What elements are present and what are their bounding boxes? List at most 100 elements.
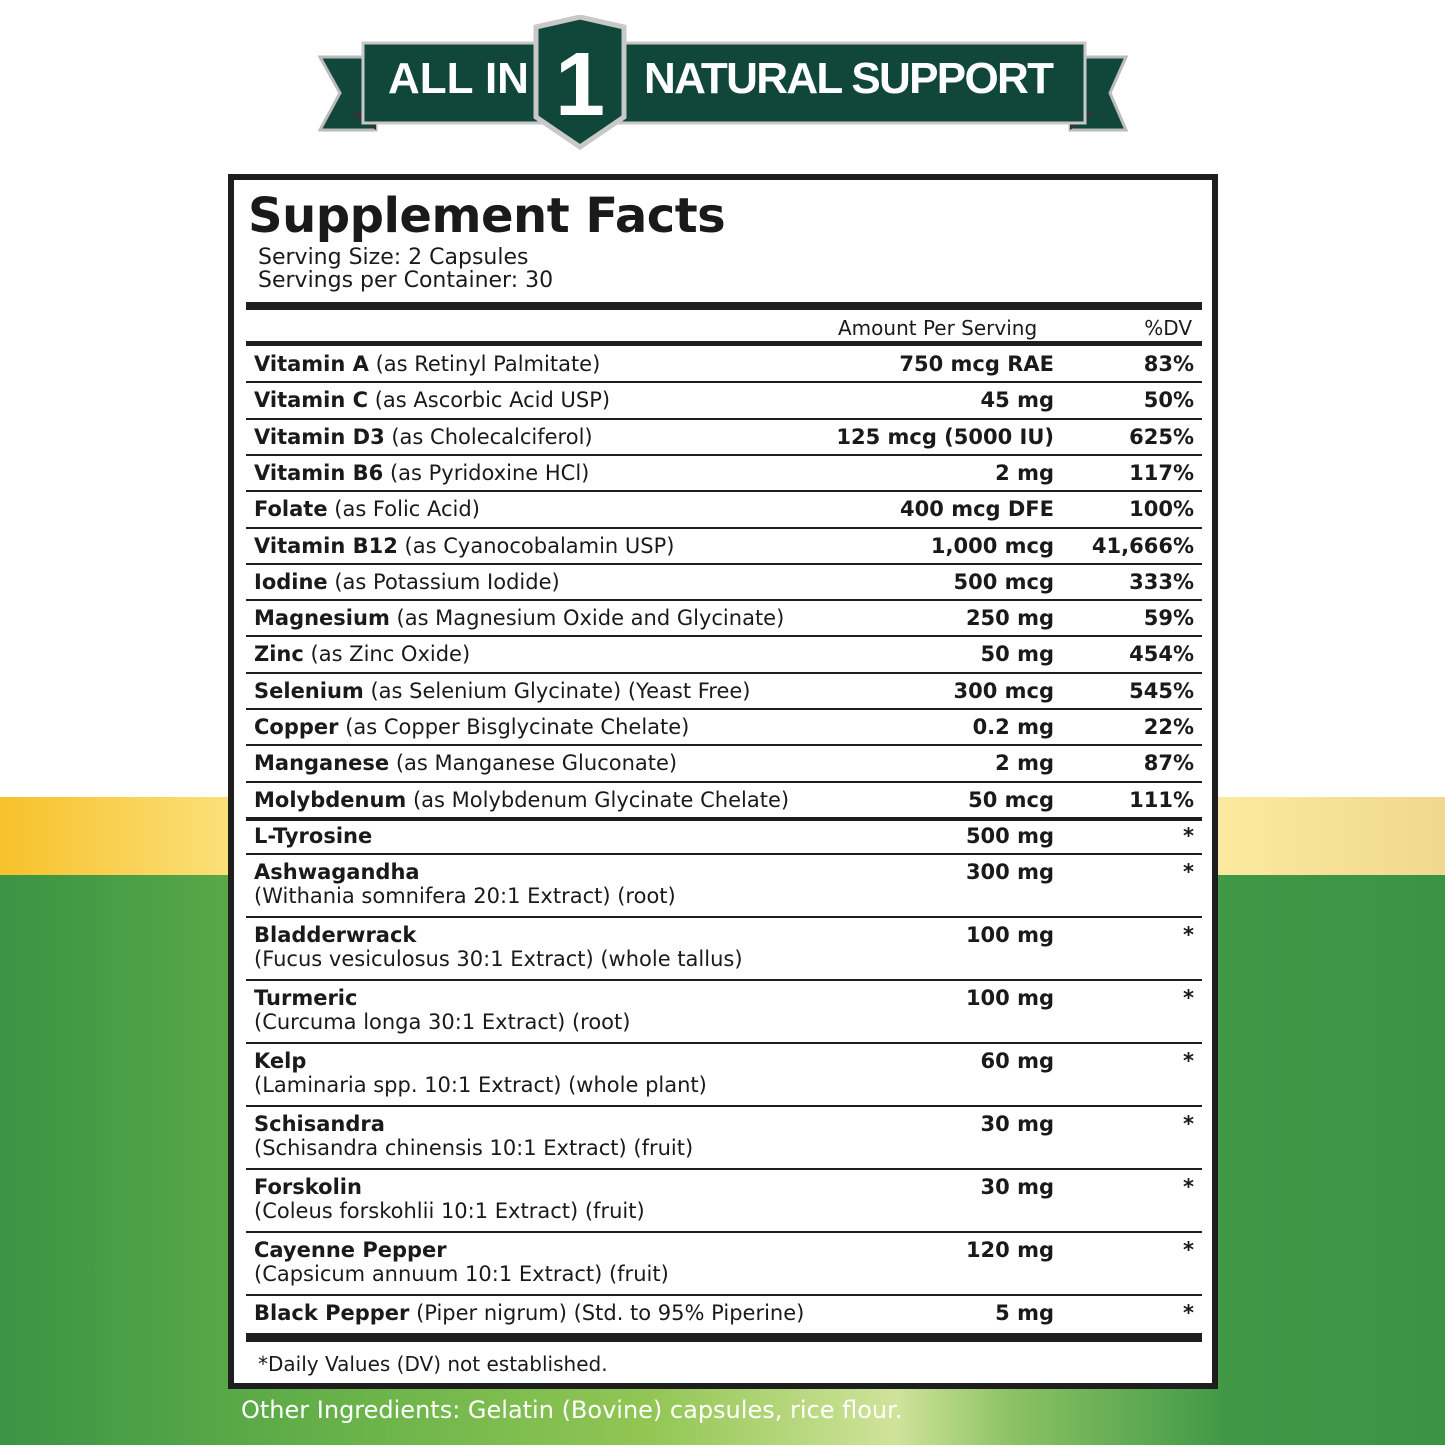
- nutrient-source: (as Ascorbic Acid USP): [368, 388, 611, 413]
- row-divider: [246, 816, 1202, 821]
- nutrient-source: (as Manganese Gluconate): [389, 751, 678, 776]
- nutrient-row: Vitamin B6 (as Pyridoxine HCl) 2 mg 117%: [254, 461, 1194, 485]
- row-divider: [246, 744, 1202, 747]
- nutrient-source: (Piper nigrum) (Std. to 95% Piperine): [409, 1301, 805, 1326]
- nutrient-name: Vitamin A: [254, 352, 369, 376]
- nutrient-row: Vitamin C (as Ascorbic Acid USP) 45 mg 50%: [254, 388, 1194, 412]
- nutrient-name: Selenium: [254, 678, 364, 703]
- daily-value: 59%: [1143, 606, 1194, 631]
- daily-value: 50%: [1143, 388, 1194, 413]
- amount: 100 mg: [965, 986, 1054, 1011]
- row-divider: [246, 635, 1202, 638]
- row-divider: [246, 1294, 1202, 1297]
- daily-value: *: [1183, 860, 1194, 885]
- header-amount: Amount Per Serving: [838, 316, 1038, 340]
- banner-logo: ALL IN 1 NATURAL SUPPORT: [318, 15, 1128, 150]
- amount: 50 mg: [980, 642, 1054, 667]
- daily-value: 41,666%: [1091, 533, 1194, 558]
- amount: 50 mcg: [968, 787, 1054, 812]
- daily-value: 333%: [1129, 569, 1194, 594]
- nutrient-name: Manganese: [254, 751, 390, 776]
- serving-info: Serving Size: 2 Capsules Servings per Co…: [258, 246, 553, 292]
- amount: 300 mg: [965, 860, 1054, 885]
- nutrient-source: (as Zinc Oxide): [303, 642, 471, 667]
- nutrient-name: Iodine: [254, 569, 328, 594]
- other-ingredients: Other Ingredients: Gelatin (Bovine) caps…: [241, 1396, 903, 1424]
- panel-title: Supplement Facts: [248, 188, 726, 244]
- amount: 1,000 mcg: [930, 533, 1054, 558]
- daily-value: 111%: [1129, 787, 1194, 812]
- nutrient-extract: (Schisandra chinensis 10:1 Extract) (fru…: [254, 1136, 694, 1161]
- nutrient-extract: (Curcuma longa 30:1 Extract) (root): [254, 1010, 631, 1035]
- nutrient-row: Iodine (as Potassium Iodide) 500 mcg 333%: [254, 570, 1194, 594]
- amount: 2 mg: [995, 460, 1054, 485]
- daily-value: *: [1183, 1112, 1194, 1137]
- serving-size: Serving Size: 2 Capsules: [258, 245, 529, 270]
- amount: 0.2 mg: [972, 715, 1054, 739]
- nutrient-source: (as Folic Acid): [327, 497, 480, 522]
- amount: 5 mg: [995, 1301, 1054, 1326]
- nutrient-extract: (Withania somnifera 20:1 Extract) (root): [254, 884, 676, 909]
- row-divider: [246, 490, 1202, 493]
- daily-value: *: [1183, 923, 1194, 948]
- nutrient-row: Zinc (as Zinc Oxide) 50 mg 454%: [254, 642, 1194, 666]
- banner-number: 1: [555, 35, 605, 135]
- nutrient-name: Vitamin B6: [254, 460, 384, 485]
- amount: 100 mg: [965, 923, 1054, 948]
- nutrient-name: Magnesium: [254, 606, 390, 631]
- amount: 400 mcg DFE: [900, 497, 1054, 522]
- nutrient-source: (as Pyridoxine HCl): [383, 460, 590, 485]
- daily-value: 545%: [1129, 678, 1194, 703]
- nutrient-name: Bladderwrack: [254, 923, 417, 948]
- amount: 45 mg: [980, 388, 1054, 413]
- amount: 500 mcg: [953, 569, 1054, 594]
- nutrient-name: Vitamin B12: [254, 533, 398, 558]
- header-dv: %DV: [1144, 316, 1192, 340]
- nutrient-row: Vitamin D3 (as Cholecalciferol) 125 mcg (…: [254, 425, 1194, 449]
- amount: 2 mg: [995, 751, 1054, 776]
- row-divider: [246, 708, 1202, 710]
- nutrient-row: Cayenne Pepper (Capsicum annuum 10:1 Extr…: [254, 1238, 1194, 1286]
- nutrient-row: Black Pepper (Piper nigrum) (Std. to 95%…: [254, 1301, 1194, 1325]
- daily-value: 87%: [1143, 751, 1194, 776]
- row-divider: [246, 780, 1202, 783]
- daily-value: *: [1183, 1301, 1194, 1326]
- nutrient-row: Turmeric (Curcuma longa 30:1 Extract) (ro…: [254, 986, 1194, 1034]
- divider-bottom: [246, 1333, 1202, 1342]
- row-divider: [246, 916, 1202, 919]
- nutrient-name: Molybdenum: [254, 787, 407, 812]
- amount: 60 mg: [980, 1049, 1054, 1074]
- divider-header: [246, 341, 1202, 346]
- divider-thick: [246, 302, 1202, 310]
- nutrient-extract: (Fucus vesiculosus 30:1 Extract) (whole …: [254, 947, 743, 972]
- nutrient-source: (as Potassium Iodide): [327, 569, 560, 594]
- nutrient-name: Ashwagandha: [254, 860, 420, 885]
- daily-value: 22%: [1143, 715, 1194, 739]
- nutrient-row: Bladderwrack (Fucus vesiculosus 30:1 Extr…: [254, 923, 1194, 971]
- banner-right-text: NATURAL SUPPORT: [644, 54, 1054, 103]
- nutrient-source: (as Cholecalciferol): [384, 424, 593, 449]
- daily-value: *: [1183, 1049, 1194, 1074]
- row-divider: [246, 1168, 1202, 1171]
- row-divider: [246, 599, 1202, 602]
- supplement-facts-panel: Supplement Facts Serving Size: 2 Capsule…: [228, 174, 1218, 1389]
- nutrient-name: Vitamin D3: [254, 424, 385, 449]
- nutrient-row: Selenium (as Selenium Glycinate) (Yeast …: [254, 679, 1194, 703]
- amount: 30 mg: [980, 1112, 1054, 1137]
- amount: 250 mg: [965, 606, 1054, 631]
- nutrient-extract: (Coleus forskohlii 10:1 Extract) (fruit): [254, 1199, 645, 1224]
- row-divider: [246, 1231, 1202, 1234]
- nutrient-source: (as Copper Bisglycinate Chelate): [338, 715, 690, 739]
- nutrient-row: Manganese (as Manganese Gluconate) 2 mg 87…: [254, 751, 1194, 775]
- nutrient-source: (as Magnesium Oxide and Glycinate): [389, 606, 785, 631]
- nutrient-row: Copper (as Copper Bisglycinate Chelate) 0…: [254, 715, 1194, 739]
- daily-value: *: [1183, 986, 1194, 1011]
- daily-value: 454%: [1129, 642, 1194, 667]
- banner-left-text: ALL IN: [388, 54, 529, 103]
- nutrient-row: Magnesium (as Magnesium Oxide and Glycin…: [254, 606, 1194, 630]
- nutrient-source: (as Retinyl Palmitate): [368, 352, 601, 376]
- row-divider: [246, 453, 1202, 456]
- row-divider: [246, 1105, 1202, 1108]
- nutrient-row: Vitamin A (as Retinyl Palmitate) 750 mcg …: [254, 352, 1194, 376]
- nutrient-row: Kelp (Laminaria spp. 10:1 Extract) (whole…: [254, 1049, 1194, 1097]
